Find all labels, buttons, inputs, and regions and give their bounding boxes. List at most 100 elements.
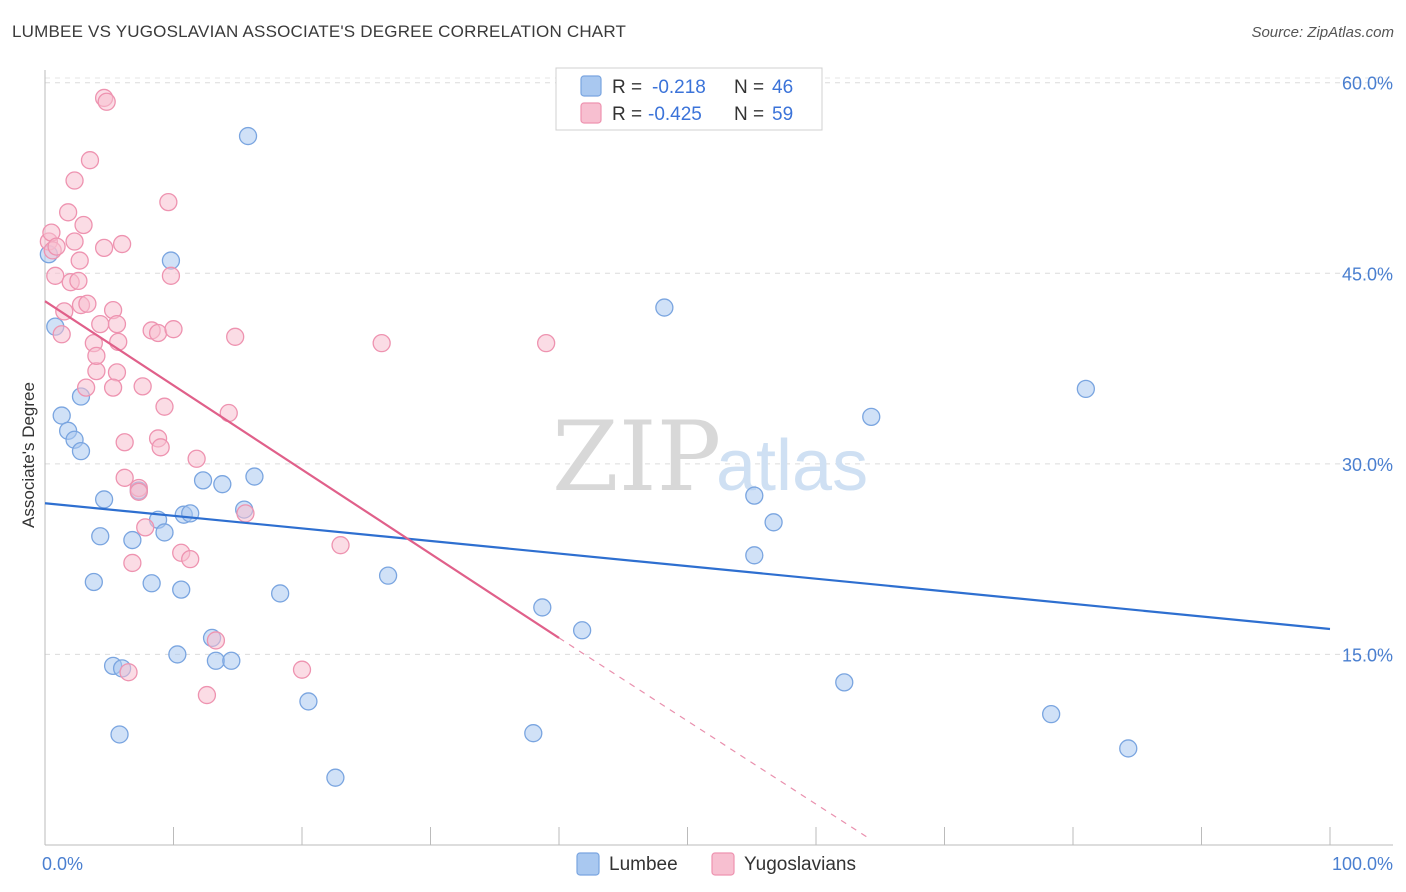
yugoslavians-point xyxy=(206,631,226,650)
yugoslavians-point xyxy=(94,238,114,258)
source-credit: Source: ZipAtlas.com xyxy=(1251,24,1394,41)
legend-r-value: -0.425 xyxy=(648,104,702,125)
yugoslavians-point xyxy=(87,346,106,366)
yugoslavians-point xyxy=(197,685,217,705)
lumbee-point xyxy=(326,768,345,787)
yugoslavians-point xyxy=(151,438,170,457)
yugoslavians-point xyxy=(133,377,152,396)
legend-n-value: 46 xyxy=(772,77,793,98)
yugoslavians-point xyxy=(155,397,174,416)
yugoslavians-point xyxy=(65,232,84,251)
lumbee-point xyxy=(94,490,114,509)
lumbee-point xyxy=(193,471,213,490)
yugoslavians-point xyxy=(46,266,65,285)
yugoslavians-point xyxy=(97,92,116,111)
yugoslavians-point xyxy=(103,378,123,397)
yugoslavians-point xyxy=(70,251,89,270)
y-tick-label: 60.0% xyxy=(1342,74,1393,94)
yugoslavians-point xyxy=(107,363,127,382)
yugoslavians-point xyxy=(115,468,134,487)
yugoslavians-point xyxy=(187,449,206,468)
lumbee-point xyxy=(271,584,290,603)
lumbee-point xyxy=(245,467,264,486)
yugoslavians-point xyxy=(74,215,93,235)
y-tick-label: 15.0% xyxy=(1342,645,1393,665)
yugoslavians-point xyxy=(129,482,148,501)
yugoslavians-point xyxy=(148,323,168,343)
lumbee-point xyxy=(172,580,191,599)
lumbee-point xyxy=(123,530,142,550)
lumbee-point xyxy=(524,724,543,743)
yugoslavians-point xyxy=(109,332,128,352)
yugoslavians-trend-line xyxy=(44,300,560,639)
yugoslavians-point xyxy=(87,361,106,381)
watermark-atlas: atlas xyxy=(716,426,868,506)
lumbee-point xyxy=(862,407,881,426)
yugoslavians-point xyxy=(112,234,132,254)
lumbee-point xyxy=(161,251,181,270)
chart-title: LUMBEE VS YUGOSLAVIAN ASSOCIATE'S DEGREE… xyxy=(12,22,627,41)
lumbee-point xyxy=(655,298,674,317)
grid-lines xyxy=(45,77,1393,655)
legend-n-label: N = xyxy=(734,104,764,125)
lumbee-point xyxy=(572,621,592,640)
watermark: ZIP atlas xyxy=(552,401,868,513)
legend-label-yugoslavians: Yugoslavians xyxy=(744,854,856,875)
legend-swatch-lumbee xyxy=(580,75,602,97)
watermark-zip: ZIP xyxy=(552,401,721,513)
lumbee-trend-line xyxy=(44,502,1331,631)
lumbee-point xyxy=(71,441,91,461)
yugoslavians-point xyxy=(58,203,78,222)
lumbee-point xyxy=(168,645,187,664)
yugoslavians-point xyxy=(107,314,127,334)
yugoslavians-point xyxy=(159,192,178,212)
lumbee-point xyxy=(206,651,226,670)
x-tick-label: 0.0% xyxy=(42,854,83,874)
yugoslavians-point xyxy=(52,325,71,344)
yugoslavians-point xyxy=(236,504,255,523)
lumbee-point xyxy=(835,673,854,692)
data-points xyxy=(39,88,1138,787)
yugoslavians-point xyxy=(78,294,97,313)
y-tick-label: 45.0% xyxy=(1342,264,1393,284)
lumbee-point xyxy=(222,651,241,670)
y-tick-label: 30.0% xyxy=(1342,455,1393,475)
lumbee-point xyxy=(91,527,110,546)
legend-swatch-yugoslavians xyxy=(580,102,602,124)
yugoslavians-point xyxy=(76,378,96,397)
axes xyxy=(44,70,1393,846)
legend-r-label: R = xyxy=(612,77,642,98)
yugoslavians-point xyxy=(181,549,200,569)
x-tick-label: 100.0% xyxy=(1332,854,1393,874)
lumbee-point xyxy=(238,126,258,146)
lumbee-point xyxy=(181,504,200,523)
lumbee-point xyxy=(213,475,232,494)
lumbee-point xyxy=(764,513,783,532)
legend-r-label: R = xyxy=(612,104,642,125)
lumbee-point xyxy=(110,725,129,744)
lumbee-point xyxy=(1042,704,1061,724)
yugoslavians-point xyxy=(226,327,245,346)
yugoslavians-point xyxy=(331,536,350,555)
yugoslavians-point xyxy=(47,237,66,256)
legend-r-value: -0.218 xyxy=(652,77,706,98)
legend-series: Lumbee Yugoslavians xyxy=(576,852,856,876)
lumbee-point xyxy=(745,546,764,565)
lumbee-point xyxy=(745,486,764,505)
legend-stats: R = -0.218 N = 46 R = -0.425 N = 59 xyxy=(555,67,823,131)
yugoslavians-point xyxy=(69,271,88,291)
yugoslavians-point xyxy=(164,320,183,339)
trend-lines xyxy=(44,300,1331,838)
legend-swatch-lumbee-bottom xyxy=(576,852,600,876)
legend-n-value: 59 xyxy=(772,104,793,125)
yugoslavians-point xyxy=(115,433,134,452)
legend-swatch-yugoslavians-bottom xyxy=(711,852,735,876)
legend-label-lumbee: Lumbee xyxy=(609,854,678,875)
y-axis-label: Associate's Degree xyxy=(19,382,38,528)
yugoslavians-point xyxy=(119,663,138,682)
lumbee-point xyxy=(1076,379,1095,399)
yugoslavians-point xyxy=(161,266,181,285)
yugoslavians-trend-extension xyxy=(558,637,868,838)
lumbee-point xyxy=(52,406,71,425)
